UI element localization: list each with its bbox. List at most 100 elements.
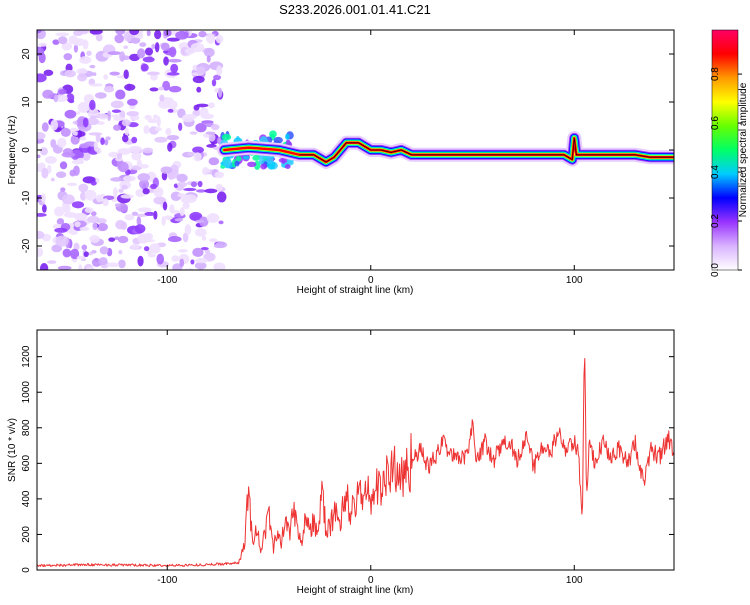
- noise-blob: [156, 253, 165, 265]
- noise-blob: [192, 109, 201, 117]
- y-tick-label: 0: [21, 567, 32, 573]
- noise-blob: [165, 127, 172, 136]
- noise-blob: [111, 109, 122, 113]
- noise-blob: [76, 68, 88, 75]
- noise-blob: [60, 127, 71, 137]
- noise-blob: [139, 179, 150, 190]
- noise-blob: [70, 149, 84, 161]
- noise-blob: [56, 218, 65, 226]
- noise-blob: [142, 56, 155, 63]
- noise-blob: [37, 30, 42, 34]
- noise-blob: [142, 188, 150, 195]
- noise-blob: [124, 83, 136, 91]
- colorbar-tick-label: 0.8: [710, 67, 721, 81]
- noise-blob: [55, 94, 68, 102]
- noise-blob: [190, 259, 195, 265]
- colorbar-tick-label: 0.6: [710, 116, 721, 130]
- ridge-halo-blob: [266, 155, 274, 165]
- noise-blob: [124, 214, 135, 221]
- noise-blob: [192, 146, 205, 154]
- noise-blob: [78, 183, 89, 193]
- noise-blob: [129, 53, 140, 62]
- noise-blob: [118, 188, 124, 193]
- colorbar-gradient: [712, 30, 738, 270]
- ridge-halo-blob: [221, 133, 232, 141]
- noise-blob: [166, 72, 180, 76]
- noise-blob: [79, 143, 90, 149]
- noise-blob: [73, 165, 80, 176]
- noise-blob: [143, 125, 150, 134]
- noise-blob: [196, 189, 206, 193]
- noise-blob: [139, 164, 149, 169]
- noise-blob: [58, 89, 67, 95]
- noise-blob: [70, 134, 80, 145]
- x-tick-label: -100: [157, 275, 177, 286]
- noise-blob: [144, 232, 154, 241]
- noise-blob: [196, 86, 202, 93]
- noise-blob: [41, 193, 46, 203]
- noise-blob: [206, 213, 220, 223]
- noise-blob: [37, 247, 44, 257]
- noise-blob: [162, 50, 169, 54]
- noise-blob: [42, 204, 47, 213]
- noise-blob: [82, 151, 91, 161]
- snr-y-label: SNR (10 * v/v): [7, 418, 18, 482]
- snr-y-ticks: 0 200 400 600 800 1000 1200: [21, 345, 674, 573]
- noise-blob: [177, 193, 186, 198]
- noise-blob: [171, 255, 179, 262]
- noise-blob: [134, 224, 146, 234]
- noise-blob: [137, 173, 151, 182]
- noise-blob: [127, 98, 138, 106]
- y-tick-label: -10: [21, 190, 32, 205]
- noise-blob: [55, 171, 67, 178]
- noise-blob: [89, 83, 103, 87]
- spectrogram-noise: [37, 30, 228, 270]
- noise-blob: [168, 46, 177, 58]
- snr-border: [36, 329, 675, 571]
- noise-blob: [90, 211, 97, 217]
- noise-blob: [78, 264, 83, 270]
- ridge-halo-blob: [281, 156, 286, 165]
- colorbar-border: [711, 29, 739, 271]
- noise-blob: [50, 177, 55, 182]
- noise-blob: [54, 206, 65, 217]
- noise-blob: [189, 211, 203, 222]
- y-tick-label: -20: [21, 238, 32, 253]
- noise-blob: [57, 137, 67, 148]
- spectrogram-y-ticks: -20 -10 0 10 20: [21, 48, 674, 253]
- noise-blob: [175, 30, 189, 40]
- noise-blob: [66, 182, 78, 187]
- noise-blob: [184, 224, 192, 236]
- noise-blob: [102, 198, 109, 207]
- y-tick-label: 10: [21, 96, 32, 108]
- noise-blob: [170, 63, 179, 73]
- noise-blob: [144, 211, 156, 216]
- noise-blob: [79, 56, 92, 64]
- noise-blob: [79, 30, 89, 35]
- noise-blob: [43, 69, 54, 76]
- noise-blob: [146, 30, 151, 37]
- noise-blob: [92, 72, 97, 77]
- noise-blob: [198, 30, 207, 38]
- noise-blob: [209, 238, 218, 243]
- noise-blob: [63, 53, 73, 61]
- noise-blob: [130, 243, 140, 250]
- noise-blob: [195, 228, 207, 237]
- noise-blob: [77, 129, 82, 140]
- noise-blob: [218, 220, 224, 225]
- noise-blob: [87, 251, 94, 256]
- noise-blob: [149, 87, 159, 92]
- noise-blob: [37, 154, 41, 159]
- noise-blob: [194, 261, 207, 270]
- noise-blob: [96, 218, 107, 224]
- noise-blob: [57, 36, 68, 45]
- noise-blob: [200, 247, 209, 251]
- x-tick-label: 100: [566, 275, 583, 286]
- noise-blob: [211, 79, 217, 87]
- noise-blob: [116, 152, 123, 159]
- noise-blob: [107, 110, 112, 122]
- noise-blob: [167, 236, 182, 243]
- noise-blob: [86, 117, 99, 126]
- noise-blob: [37, 73, 47, 83]
- noise-blob: [71, 159, 85, 165]
